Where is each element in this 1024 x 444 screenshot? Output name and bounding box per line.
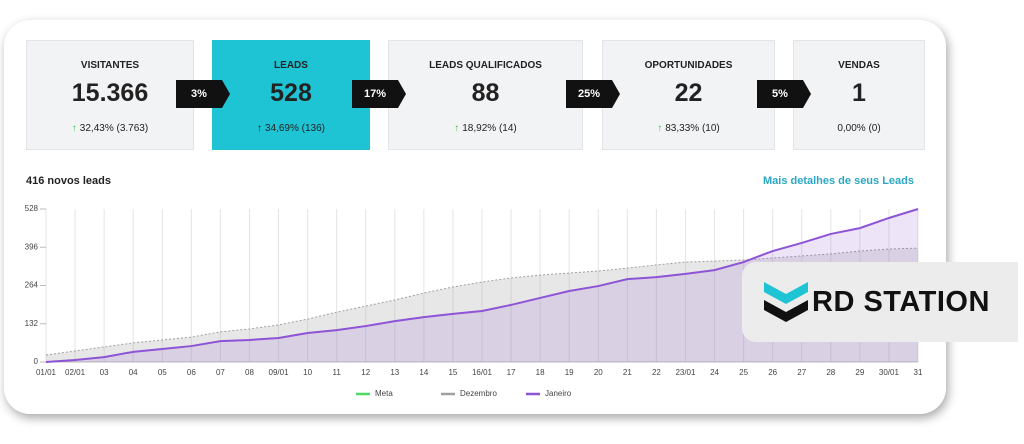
x-tick-label: 22 <box>652 368 661 377</box>
x-tick-label: 10 <box>303 368 312 377</box>
x-tick-label: 31 <box>914 368 923 377</box>
up-arrow: ↑ <box>657 123 663 134</box>
conversion-badge: 3% <box>176 80 230 108</box>
card-title: VISITANTES <box>80 60 140 71</box>
details-link[interactable]: Mais detalhes de seus Leads <box>762 175 914 187</box>
legend-label: Meta <box>375 389 393 398</box>
x-tick-label: 18 <box>536 368 545 377</box>
card-change: ↑ 18,92% (14) <box>389 123 582 134</box>
x-tick-label: 29 <box>855 368 864 377</box>
y-tick-label: 396 <box>25 242 39 251</box>
x-tick-label: 15 <box>448 368 457 377</box>
x-tick-label: 23/01 <box>675 368 696 377</box>
conversion-rate: 17% <box>363 88 387 100</box>
y-tick-label: 0 <box>34 357 39 366</box>
series-line <box>45 208 919 363</box>
legend-label: Janeiro <box>545 389 572 398</box>
x-tick-label: 01/01 <box>36 368 57 377</box>
conversion-rate: 25% <box>577 88 601 100</box>
x-tick-label: 04 <box>129 368 138 377</box>
card-value: 22 <box>674 79 703 107</box>
card-title: LEADS <box>274 60 308 71</box>
x-tick-label: 13 <box>390 368 399 377</box>
card-change: ↑ 32,43% (3.763) <box>27 123 193 134</box>
card-title: OPORTUNIDADES <box>644 60 733 71</box>
x-tick-label: 27 <box>797 368 806 377</box>
change-text: 32,43% (3.763) <box>79 123 149 134</box>
x-tick-label: 02/01 <box>65 368 86 377</box>
x-tick-label: 28 <box>826 368 835 377</box>
chart: 0 132 264 396 528 01/01 02/01 03 04 05 06 07 08 09/01… <box>25 204 923 398</box>
card-value: 15.366 <box>71 79 149 107</box>
summary: 416 novos leads <box>26 175 111 187</box>
card-change: 0,00% (0) <box>794 123 924 134</box>
brand-name: RD STATION <box>812 286 990 318</box>
x-tick-label: 14 <box>419 368 428 377</box>
brand-badge: RD STATION <box>742 262 1018 342</box>
x-tick-label: 11 <box>333 368 342 377</box>
funnel-card: VENDAS 1 0,00% (0) <box>793 40 925 150</box>
x-tick-label: 21 <box>623 368 632 377</box>
x-tick-label: 07 <box>216 368 225 377</box>
y-tick-label: 528 <box>25 204 39 213</box>
funnel-card: LEADS 528 ↑ 34,69% (136) <box>212 40 370 150</box>
card-value: 528 <box>270 79 312 107</box>
x-tick-label: 03 <box>100 368 109 377</box>
up-arrow: ↑ <box>71 123 77 134</box>
conversion-rate: 5% <box>772 88 788 100</box>
legend-label: Dezembro <box>460 389 497 398</box>
x-tick-label: 26 <box>768 368 777 377</box>
y-tick-label: 132 <box>25 319 39 328</box>
change-text: 34,69% (136) <box>264 123 326 134</box>
x-tick-label: 12 <box>361 368 370 377</box>
series-area <box>46 209 918 362</box>
x-tick-label: 19 <box>565 368 574 377</box>
card-change: ↑ 34,69% (136) <box>213 123 369 134</box>
x-tick-label: 06 <box>187 368 196 377</box>
x-tick-label: 17 <box>507 368 516 377</box>
x-tick-label: 30/01 <box>879 368 900 377</box>
card-change: ↑ 83,33% (10) <box>603 123 774 134</box>
brand-logo <box>764 282 808 322</box>
change-text: 0,00% (0) <box>837 123 881 134</box>
up-arrow: ↑ <box>256 123 262 134</box>
x-tick-label: 16/01 <box>472 368 493 377</box>
series-area <box>46 248 918 362</box>
funnel-card: VISITANTES 15.366 ↑ 32,43% (3.763) <box>26 40 194 150</box>
card-value: 1 <box>852 79 866 107</box>
x-tick-label: 05 <box>158 368 167 377</box>
funnel-card: LEADS QUALIFICADOS 88 ↑ 18,92% (14) <box>388 40 583 150</box>
x-tick-label: 20 <box>594 368 603 377</box>
x-tick-label: 09/01 <box>269 368 290 377</box>
change-text: 83,33% (10) <box>665 123 720 134</box>
conversion-badge: 5% <box>757 80 811 108</box>
y-tick-label: 264 <box>25 281 39 290</box>
conversion-badge: 17% <box>352 80 406 108</box>
up-arrow: ↑ <box>454 123 460 134</box>
conversion-rate: 3% <box>191 88 207 100</box>
change-text: 18,92% (14) <box>462 123 517 134</box>
x-tick-label: 08 <box>245 368 254 377</box>
card-title: VENDAS <box>838 60 880 71</box>
card-title: LEADS QUALIFICADOS <box>429 60 542 71</box>
x-tick-label: 25 <box>739 368 748 377</box>
card-value: 88 <box>471 79 500 107</box>
funnel-card: OPORTUNIDADES 22 ↑ 83,33% (10) <box>602 40 775 150</box>
conversion-badge: 25% <box>566 80 620 108</box>
x-tick-label: 24 <box>710 368 719 377</box>
